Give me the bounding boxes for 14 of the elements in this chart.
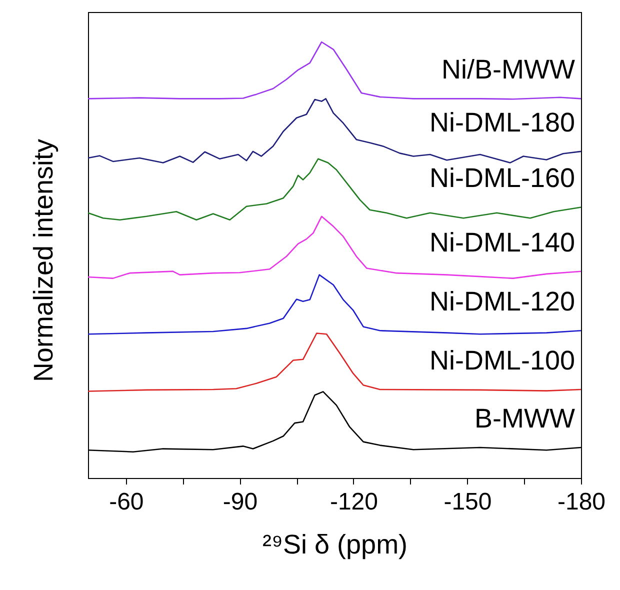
x-tick-label: -150 [444,488,492,516]
series-label: Ni-DML-120 [429,286,575,317]
series-label: Ni-DML-140 [429,227,575,258]
x-tick-label: -90 [222,488,258,516]
y-axis-title: Normalized intensity [28,138,58,382]
x-tick-label: -180 [557,488,606,516]
series-label: Ni-DML-160 [429,163,575,194]
series-label: Ni/B-MWW [442,54,576,85]
x-tick-label: -60 [109,488,144,516]
x-axis-title: ²⁹Si δ (ppm) [262,530,408,560]
series-label: Ni-DML-180 [429,107,575,138]
series-label: B-MWW [474,403,576,434]
x-tick-label: -120 [330,488,378,516]
series-label: Ni-DML-100 [429,345,575,376]
